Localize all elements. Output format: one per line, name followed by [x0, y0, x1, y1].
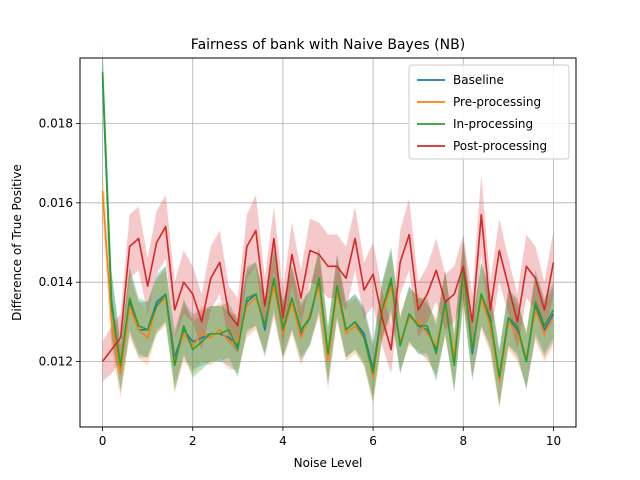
- in-processing-line: [101, 71, 555, 379]
- x-tick-label: 8: [459, 434, 467, 448]
- legend-frame: [408, 64, 570, 160]
- y-axis-label: Difference of True Positive: [10, 164, 24, 321]
- confidence-bands: [102, 44, 554, 410]
- x-axis-ticks: 0 2 4 6 8 10: [99, 427, 561, 448]
- y-tick-label: 0.012: [39, 355, 73, 369]
- baseline-band: [102, 48, 554, 406]
- legend-label-post-processing: Post-processing: [453, 139, 547, 153]
- x-tick-label: 4: [279, 434, 287, 448]
- x-axis-label: Noise Level: [294, 456, 363, 470]
- pre-processing-band: [102, 163, 554, 410]
- x-tick-label: 10: [546, 434, 561, 448]
- y-axis-ticks: 0.012 0.014 0.016 0.018: [39, 116, 80, 369]
- legend: Baseline Pre-processing In-processing Post-…: [408, 64, 570, 160]
- y-tick-label: 0.014: [39, 275, 73, 289]
- legend-label-in-processing: In-processing: [453, 117, 533, 131]
- plot-area-frame: [79, 57, 577, 428]
- in-processing-band: [102, 44, 554, 406]
- post-processing-line: [101, 213, 555, 363]
- x-tick-label: 6: [369, 434, 377, 448]
- y-tick-label: 0.018: [39, 116, 73, 130]
- y-tick-label: 0.016: [39, 196, 73, 210]
- x-tick-label: 0: [99, 434, 107, 448]
- chart-title: Fairness of bank with Naive Bayes (NB): [191, 37, 465, 53]
- x-tick-label: 2: [189, 434, 197, 448]
- legend-label-pre-processing: Pre-processing: [453, 95, 541, 109]
- series-lines: [101, 71, 555, 383]
- legend-label-baseline: Baseline: [453, 73, 504, 87]
- post-processing-band: [102, 175, 554, 382]
